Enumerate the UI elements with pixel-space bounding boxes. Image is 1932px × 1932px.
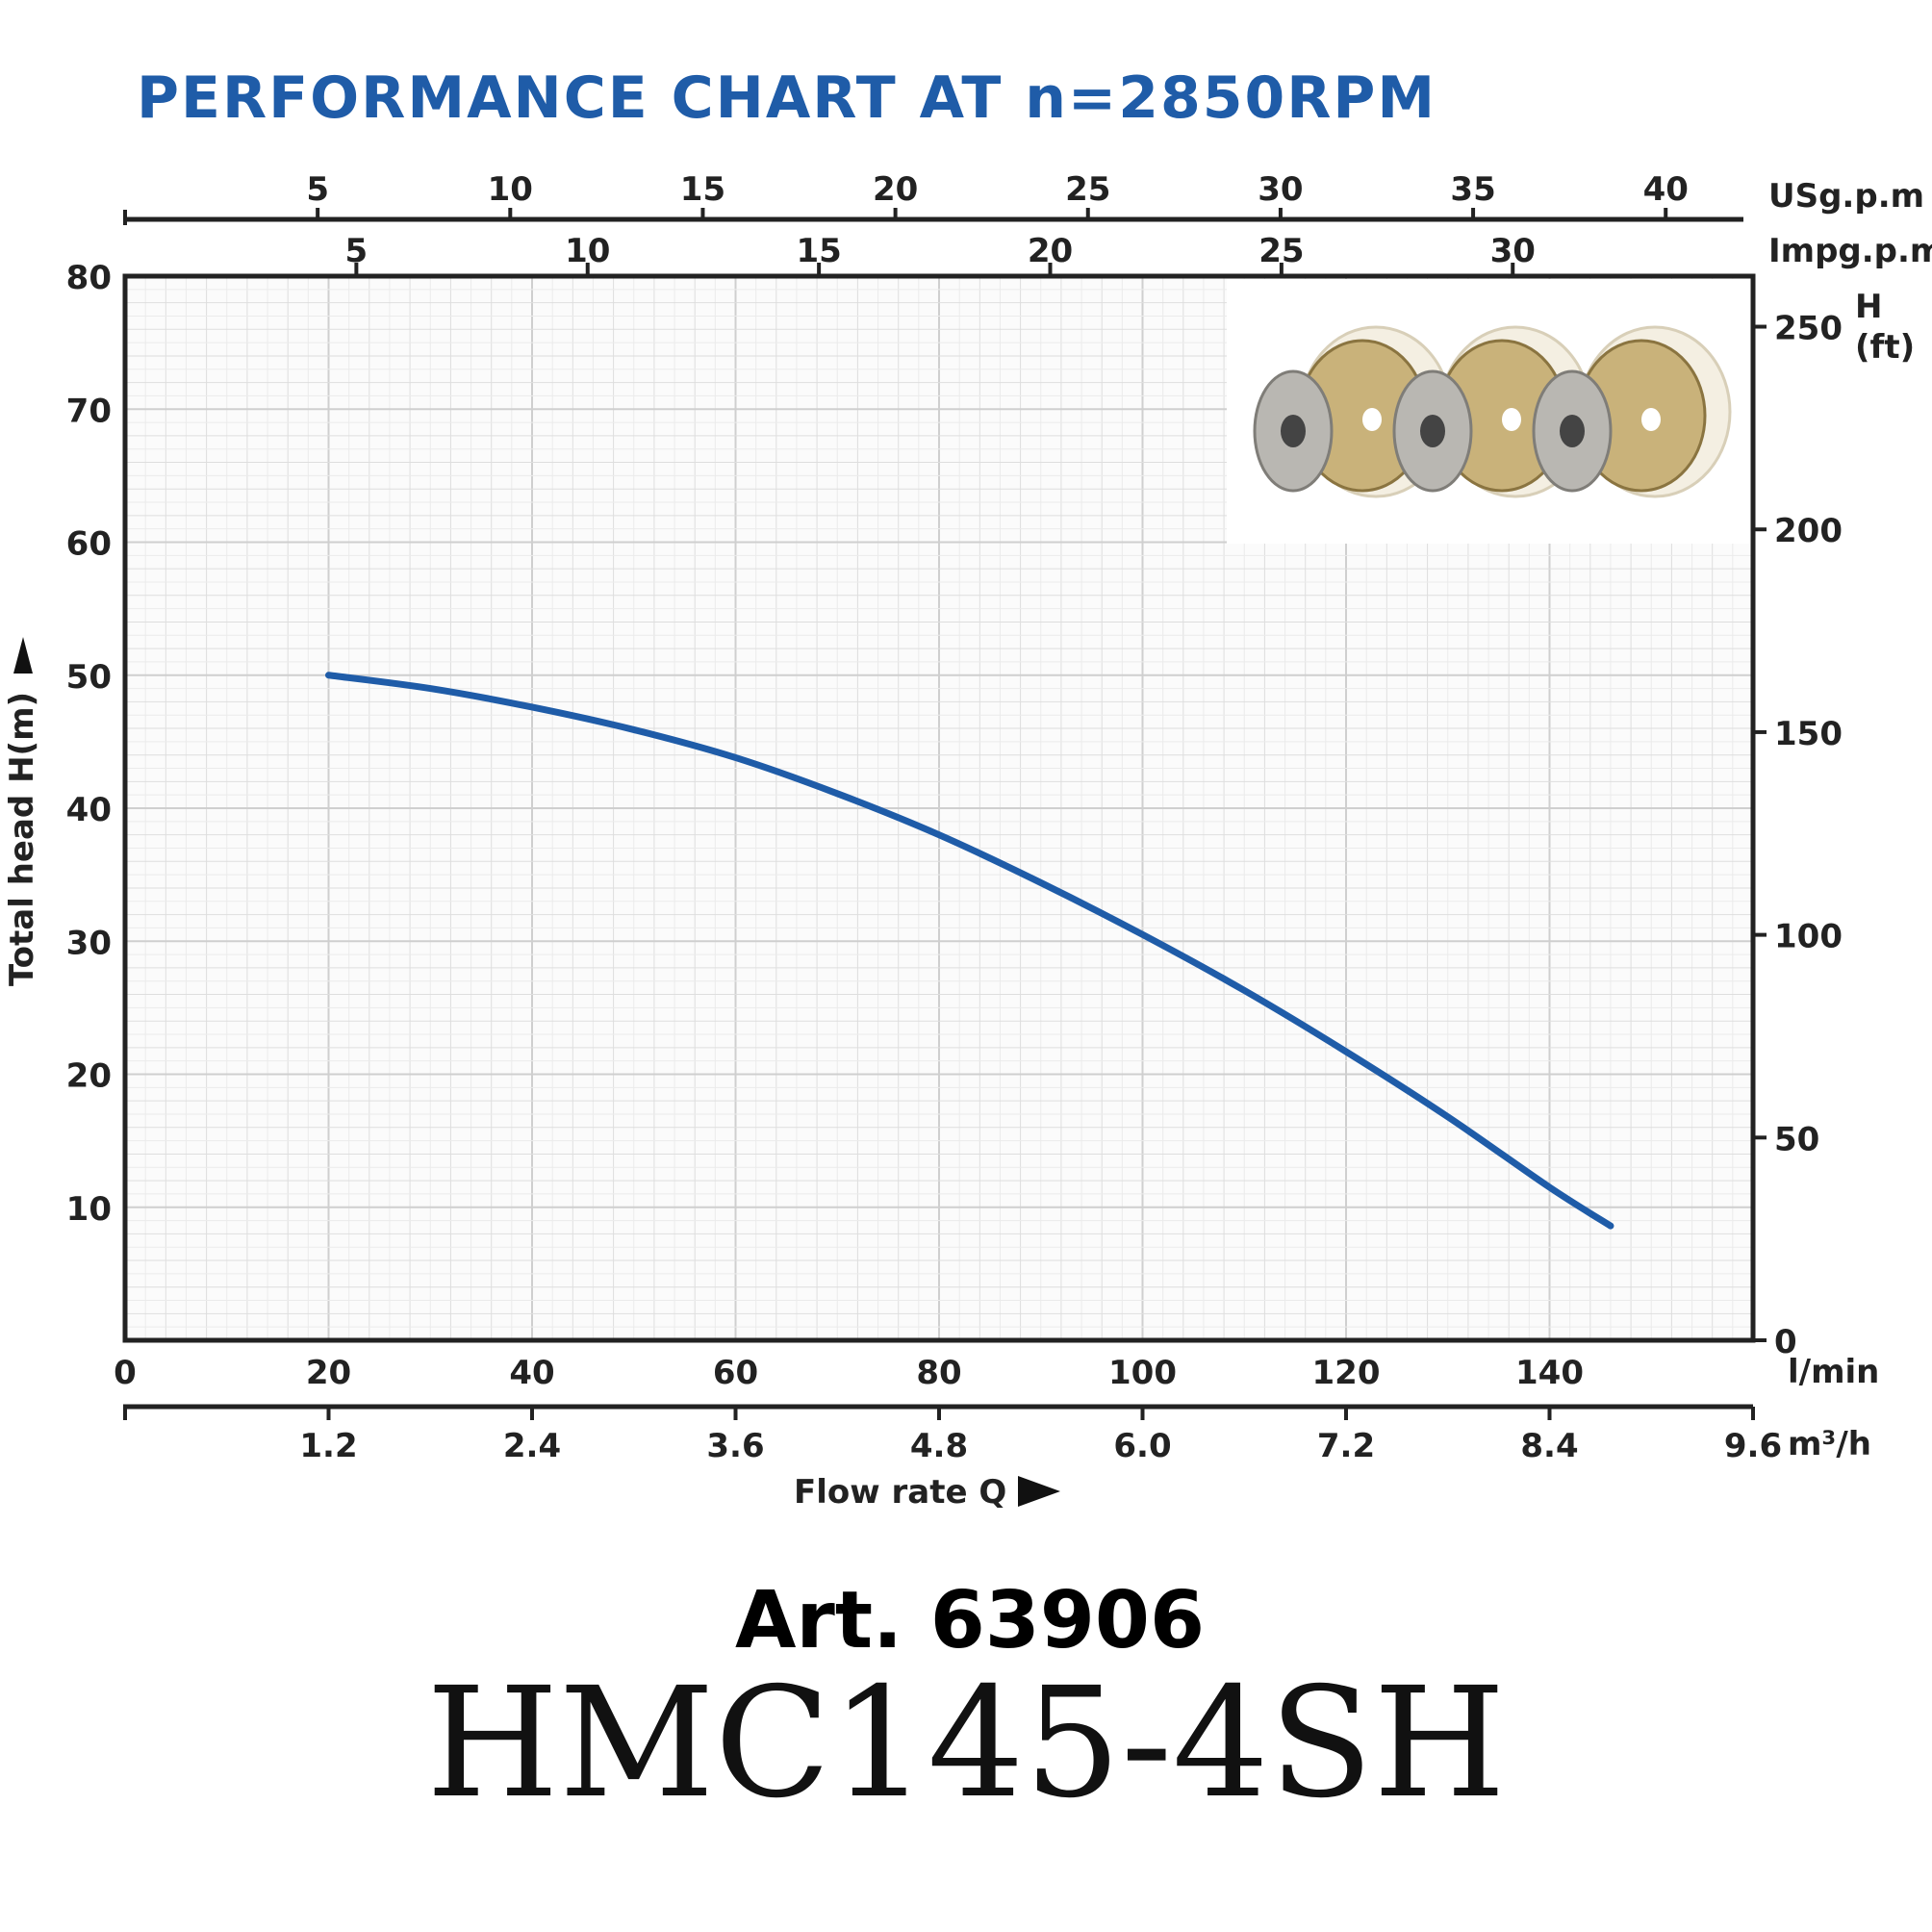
y-tick-label: 70 <box>66 392 112 430</box>
top-tick-label: 40 <box>1643 170 1689 209</box>
x-tick-label: 80 <box>916 1354 961 1392</box>
x-axis-title: Flow rate Q <box>794 1473 1006 1512</box>
x-axis-arrow-lower <box>1018 1491 1060 1507</box>
y-tick-label: 50 <box>66 658 112 697</box>
top-tick-label: 20 <box>873 170 918 209</box>
y2-tick-label: 150 <box>1774 715 1843 753</box>
impeller-stages-photo <box>1227 279 1751 544</box>
top-tick-label: 35 <box>1450 170 1495 209</box>
y-tick-label: 60 <box>66 525 112 564</box>
diffuser-hub <box>1420 415 1445 447</box>
x2-tick-label: 1.2 <box>299 1427 357 1465</box>
x-axis-arrow-icon <box>1018 1476 1060 1491</box>
series-line-head-curve <box>325 672 1614 1230</box>
y-axis-title: Total head H(m) <box>3 692 41 986</box>
top-tick-label: 15 <box>680 170 725 209</box>
bottom-axis-unit: l/min <box>1788 1353 1879 1391</box>
impeller-eye <box>1502 408 1521 431</box>
x-tick-label: 100 <box>1108 1354 1177 1392</box>
x2-tick-label: 6.0 <box>1113 1427 1171 1465</box>
bottom-secondary-axis-unit: m³/h <box>1788 1425 1871 1463</box>
right-axis-unit-line2: (ft) <box>1855 328 1915 367</box>
diffuser-hub <box>1281 415 1306 447</box>
plot-frame <box>122 273 1756 1343</box>
axes <box>122 208 1767 1420</box>
x-tick-label: 140 <box>1515 1354 1584 1392</box>
top-tick-label: 30 <box>1258 170 1303 209</box>
x2-tick-label: 7.2 <box>1317 1427 1375 1465</box>
top2-tick-label: 30 <box>1490 232 1536 270</box>
y-tick-label: 30 <box>66 924 112 962</box>
x-tick-label: 0 <box>114 1354 137 1392</box>
y-tick-label: 20 <box>66 1057 112 1096</box>
x2-tick-label: 9.6 <box>1724 1427 1782 1465</box>
y2-tick-label: 250 <box>1774 310 1843 348</box>
article-number: Art. 63906 <box>735 1575 1205 1666</box>
top-tick-label: 25 <box>1065 170 1110 209</box>
x2-tick-label: 3.6 <box>706 1427 764 1465</box>
top2-tick-label: 25 <box>1258 232 1304 270</box>
x-tick-label: 40 <box>509 1354 554 1392</box>
y2-tick-label: 200 <box>1774 512 1843 550</box>
model-name: HMC145-4SH <box>426 1655 1506 1832</box>
impeller-eye <box>1362 408 1382 431</box>
diffuser-hub <box>1560 415 1585 447</box>
y2-tick-label: 100 <box>1774 918 1843 956</box>
impeller-eye <box>1641 408 1661 431</box>
x2-tick-label: 4.8 <box>910 1427 968 1465</box>
top2-tick-label: 20 <box>1028 232 1073 270</box>
right-axis-unit-line1: H <box>1855 288 1882 326</box>
top2-tick-label: 5 <box>345 232 369 270</box>
x-tick-label: 20 <box>306 1354 351 1392</box>
top2-tick-label: 10 <box>565 232 610 270</box>
chart-title: PERFORMANCE CHART AT n=2850RPM <box>137 64 1436 132</box>
x-tick-label: 60 <box>713 1354 758 1392</box>
y2-tick-label: 0 <box>1774 1323 1797 1361</box>
x2-tick-label: 8.4 <box>1520 1427 1578 1465</box>
y-tick-label: 10 <box>66 1190 112 1229</box>
y-axis-arrow-icon <box>13 637 33 674</box>
y-tick-label: 80 <box>66 259 112 297</box>
top2-tick-label: 15 <box>796 232 841 270</box>
x-tick-label: 120 <box>1312 1354 1381 1392</box>
y2-tick-label: 50 <box>1774 1120 1819 1158</box>
top-secondary-axis-unit: Impg.p.m <box>1768 232 1932 270</box>
top-axis-unit: USg.p.m <box>1768 177 1924 216</box>
x2-tick-label: 2.4 <box>503 1427 561 1465</box>
y-tick-label: 40 <box>66 791 112 829</box>
top-tick-label: 10 <box>488 170 533 209</box>
top-tick-label: 5 <box>306 170 329 209</box>
